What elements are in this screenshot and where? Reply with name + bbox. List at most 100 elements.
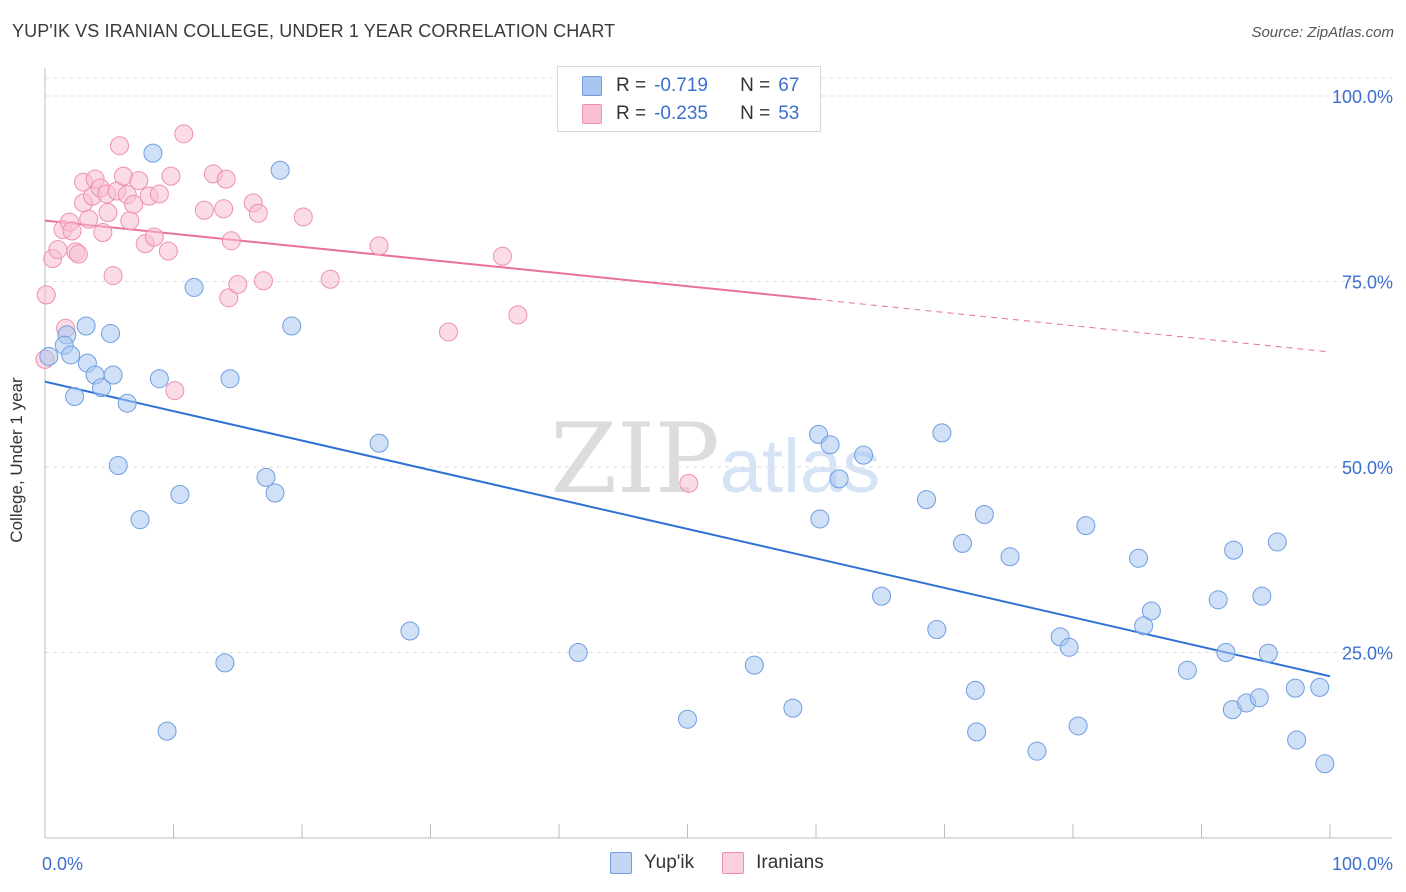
point-iranians [492, 246, 512, 266]
legend-n-label: N = [740, 75, 771, 96]
legend-r-label: R = [616, 75, 647, 96]
point-iranians [165, 381, 185, 401]
point-yupik [854, 445, 874, 465]
point-yupik [130, 510, 150, 530]
point-yupik [256, 467, 276, 487]
point-yupik [1208, 590, 1228, 610]
point-yupik [92, 378, 112, 398]
legend-item-yupik[interactable]: Yup'ik [610, 852, 694, 874]
point-yupik [369, 433, 389, 453]
trend-lines [44, 219, 1331, 678]
legend-item-iranians[interactable]: Iranians [722, 852, 824, 874]
point-yupik [220, 369, 240, 389]
point-iranians [508, 305, 528, 325]
legend-swatch-yupik [582, 76, 602, 96]
point-iranians [158, 241, 178, 261]
point-iranians [438, 322, 458, 342]
y-axis-label: College, Under 1 year [7, 377, 26, 543]
point-yupik [117, 393, 137, 413]
point-yupik [400, 621, 420, 641]
point-yupik [1141, 601, 1161, 621]
point-iranians [214, 199, 234, 219]
legend-n-value: 67 [778, 75, 800, 96]
point-yupik [1000, 547, 1020, 567]
chart-title: YUP'IK VS IRANIAN COLLEGE, UNDER 1 YEAR … [12, 21, 616, 41]
point-yupik [184, 277, 204, 297]
point-yupik [1027, 741, 1047, 761]
point-yupik [1310, 677, 1330, 697]
point-yupik [39, 346, 59, 366]
tick-labels: 25.0% 50.0% 75.0% 100.0% 0.0% 100.0% [42, 87, 1393, 874]
point-iranians [320, 269, 340, 289]
point-yupik [829, 469, 849, 489]
legend-row-yupik: R = -0.719 N = 67 [582, 74, 799, 98]
point-iranians [103, 266, 123, 286]
legend-r-label: R = [616, 103, 647, 124]
point-iranians [248, 203, 268, 223]
series-legend: Yup'ik Iranians [610, 852, 852, 874]
point-iranians [293, 207, 313, 227]
point-yupik [282, 316, 302, 336]
x-tick-label: 0.0% [42, 854, 83, 874]
trend-line-yupik [44, 380, 1331, 678]
point-yupik [1129, 548, 1149, 568]
point-iranians [174, 124, 194, 144]
point-iranians [48, 240, 68, 260]
point-yupik [1134, 616, 1154, 636]
point-yupik [108, 456, 128, 476]
point-yupik [143, 143, 163, 163]
point-yupik [810, 509, 830, 529]
point-yupik [568, 643, 588, 662]
point-iranians [228, 274, 248, 294]
point-yupik [872, 586, 892, 606]
point-yupik [1287, 730, 1307, 750]
point-yupik [1216, 643, 1236, 662]
point-iranians [124, 194, 144, 214]
point-yupik [101, 323, 121, 343]
point-iranians [120, 211, 140, 231]
source-label: Source: ZipAtlas.com [1251, 24, 1394, 41]
point-yupik [917, 490, 937, 510]
point-yupik [967, 722, 987, 742]
point-yupik [1285, 678, 1305, 698]
point-yupik [932, 423, 952, 443]
legend-swatch-iranians [722, 852, 745, 874]
point-yupik [1252, 586, 1272, 606]
legend-n-label: N = [740, 103, 771, 124]
point-yupik [265, 483, 285, 503]
axes [44, 68, 1392, 839]
point-yupik [65, 387, 85, 407]
legend-n-value: 53 [778, 103, 800, 124]
watermark-atlas: atlas [720, 424, 881, 509]
point-iranians [98, 202, 118, 222]
legend-r-value: -0.719 [654, 75, 708, 96]
point-yupik [61, 345, 81, 365]
point-iranians [679, 473, 699, 493]
point-yupik [1076, 516, 1096, 536]
point-iranians [161, 166, 181, 186]
legend-swatch-yupik [610, 852, 632, 874]
point-iranians [144, 227, 164, 247]
point-yupik [1224, 540, 1244, 560]
point-iranians [149, 184, 169, 204]
point-yupik [965, 680, 985, 700]
point-iranians [219, 288, 239, 308]
point-yupik [927, 619, 947, 639]
point-iranians [79, 209, 99, 229]
legend-r-value: -0.235 [654, 103, 708, 124]
point-iranians [62, 221, 82, 241]
y-tick-label: 75.0% [1342, 273, 1393, 293]
y-tick-label: 50.0% [1342, 458, 1393, 478]
point-iranians [36, 285, 56, 305]
point-yupik [952, 533, 972, 553]
point-iranians [68, 244, 88, 264]
point-yupik [103, 365, 123, 385]
point-yupik [149, 369, 169, 389]
legend-swatch-iranians [582, 104, 602, 124]
trend-line-iranians [44, 219, 817, 301]
point-iranians [253, 271, 273, 291]
point-yupik [1249, 688, 1269, 708]
point-yupik [1267, 532, 1287, 552]
point-iranians [129, 171, 149, 191]
